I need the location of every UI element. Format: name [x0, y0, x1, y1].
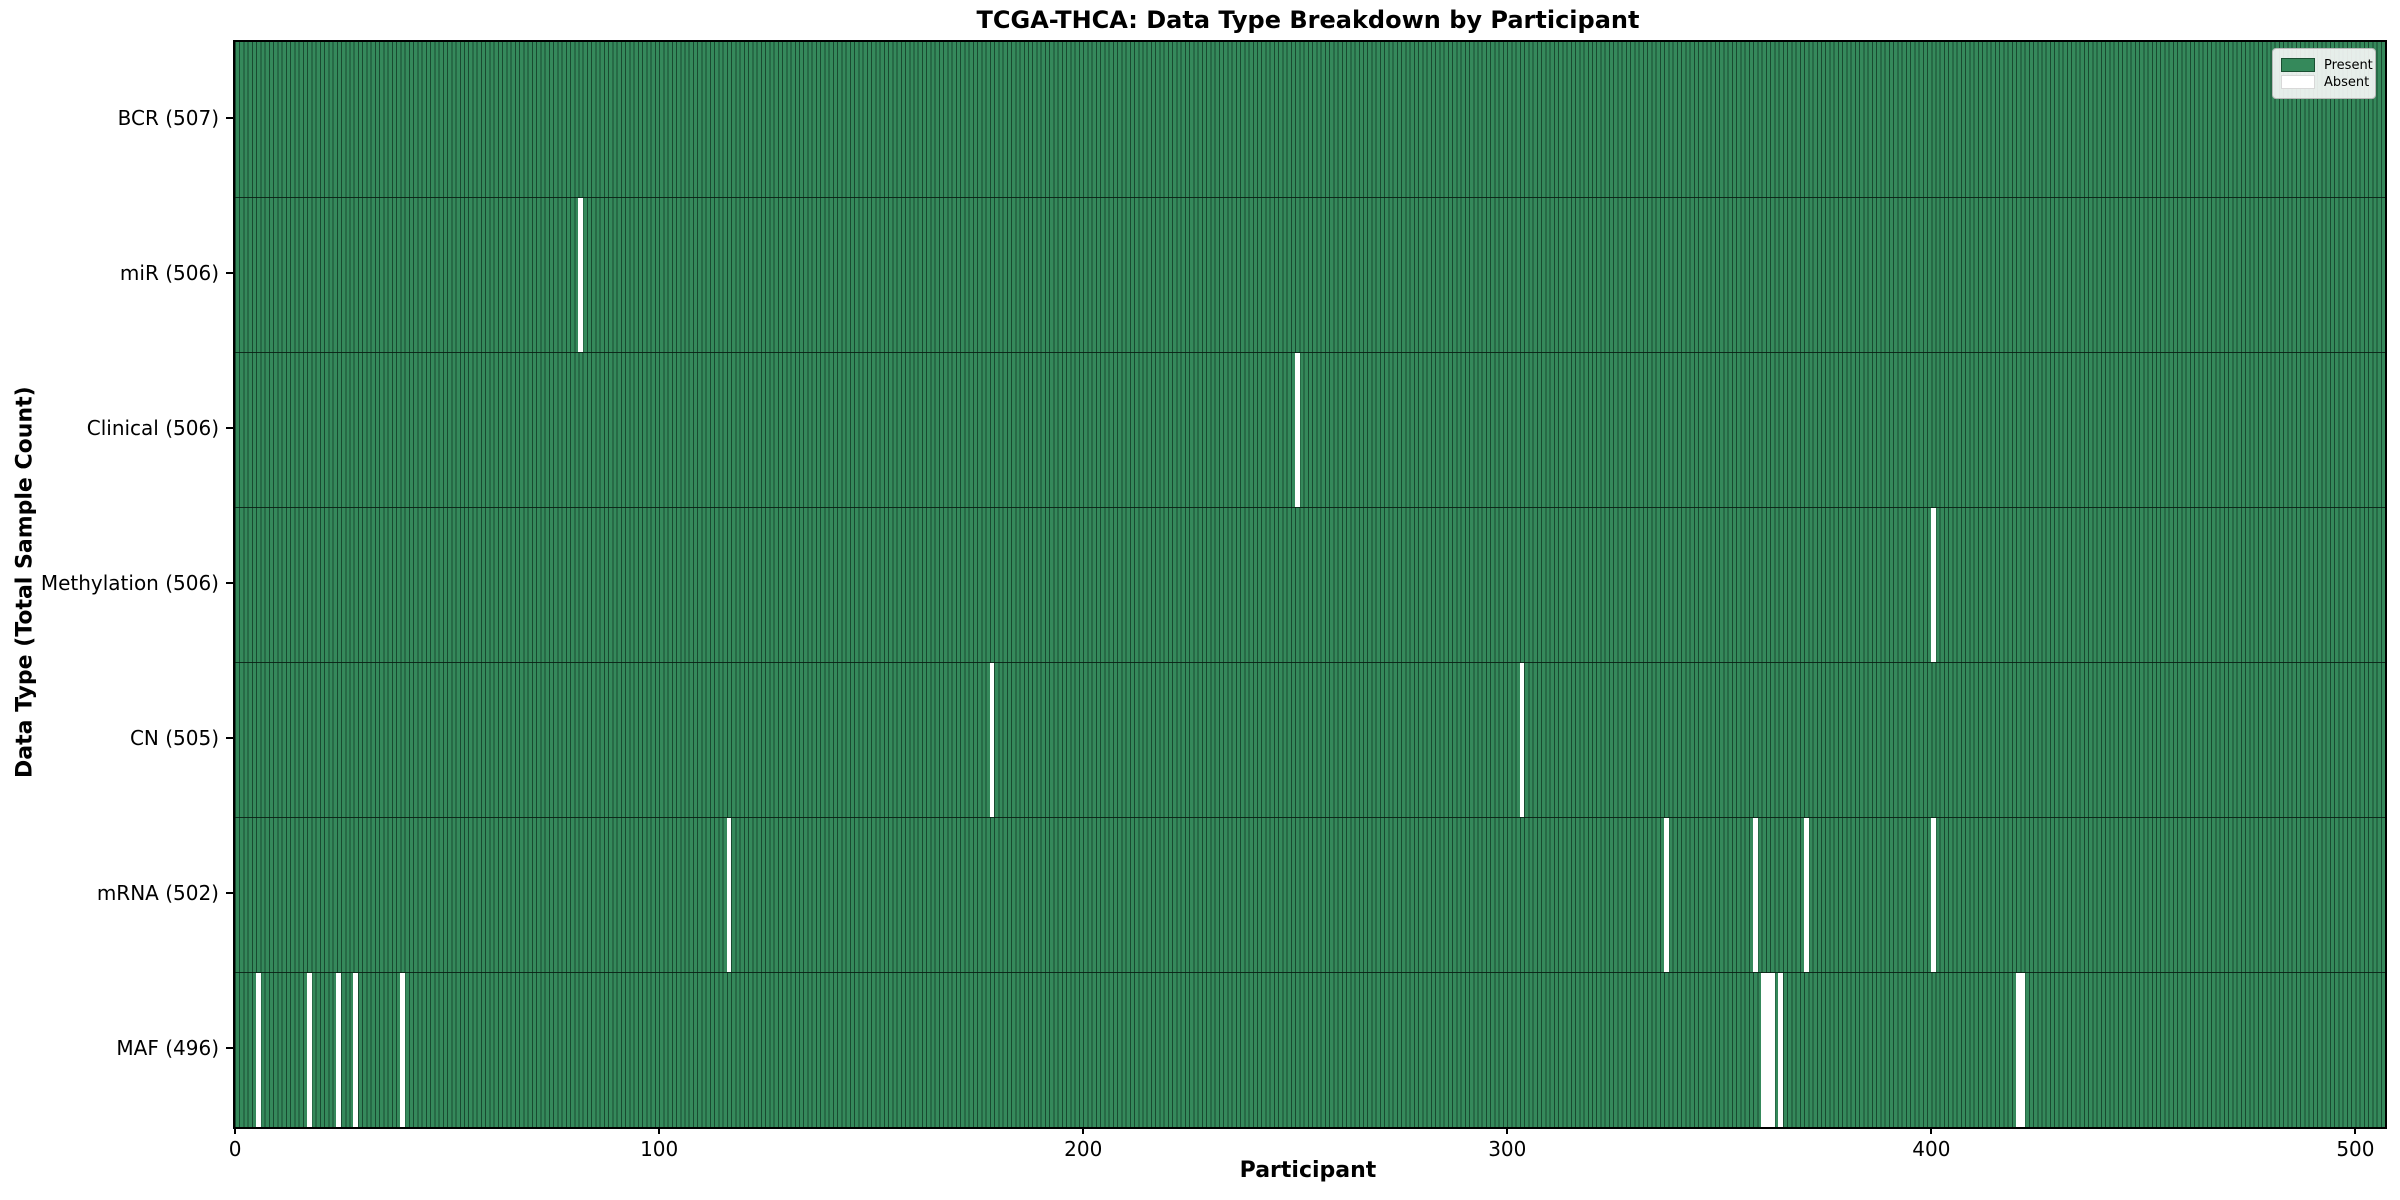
absent-stripe [2020, 973, 2025, 1127]
y-tick-label: BCR (507) [117, 105, 219, 130]
y-tick [226, 116, 233, 119]
x-tick-label: 300 [1488, 1137, 1527, 1161]
absent-stripe [1752, 818, 1758, 972]
row-Methylation [235, 507, 2385, 662]
x-tick [1506, 1127, 1509, 1134]
absent-stripe [1803, 818, 1809, 972]
x-axis-label: Participant [1239, 1158, 1377, 1183]
legend-entry-present: Present [2281, 58, 2373, 72]
x-tick-label: 100 [640, 1137, 679, 1161]
x-tick-label: 0 [228, 1137, 242, 1161]
row-MAF [235, 972, 2385, 1127]
y-tick-label: Methylation (506) [40, 570, 219, 595]
y-tick-label: miR (506) [119, 260, 219, 285]
absent-swatch-icon [2281, 75, 2315, 89]
absent-stripe [353, 973, 359, 1127]
x-tick [1082, 1127, 1085, 1134]
absent-stripe [2015, 973, 2021, 1127]
y-tick-label: MAF (496) [116, 1035, 219, 1060]
x-tick-label: 400 [1912, 1137, 1951, 1161]
y-tick-label: CN (505) [129, 725, 219, 750]
x-tick-label: 500 [2336, 1137, 2375, 1161]
legend-label-absent: Absent [2324, 74, 2370, 90]
y-tick [226, 426, 233, 429]
legend: Present Absent [2272, 48, 2376, 99]
row-CN [235, 662, 2385, 817]
absent-stripe [255, 973, 261, 1127]
y-tick [226, 736, 233, 739]
x-tick-label: 200 [1064, 1137, 1103, 1161]
absent-stripe [1930, 818, 1936, 972]
y-tick-label: mRNA (502) [96, 880, 219, 905]
legend-entry-absent: Absent [2281, 74, 2370, 90]
absent-stripe [1519, 663, 1525, 817]
absent-stripe [1294, 353, 1300, 507]
row-miR [235, 197, 2385, 352]
present-swatch-icon [2281, 58, 2315, 72]
absent-stripe [336, 973, 342, 1127]
plot-area: Present Absent [233, 40, 2387, 1129]
y-tick [226, 891, 233, 894]
y-tick [226, 271, 233, 274]
x-tick [234, 1127, 237, 1134]
legend-label-present: Present [2324, 57, 2373, 73]
absent-stripe [1769, 973, 1775, 1127]
absent-stripe [306, 973, 312, 1127]
absent-stripe [726, 818, 732, 972]
absent-stripe [578, 198, 584, 352]
row-BCR [235, 42, 2385, 197]
x-tick [658, 1127, 661, 1134]
absent-stripe [1778, 973, 1784, 1127]
absent-stripe [1930, 508, 1936, 662]
chart-title: TCGA-THCA: Data Type Breakdown by Partic… [976, 6, 1640, 34]
row-mRNA [235, 817, 2385, 972]
absent-stripe [989, 663, 995, 817]
x-tick [2354, 1127, 2357, 1134]
absent-stripe [1765, 973, 1771, 1127]
x-tick [1930, 1127, 1933, 1134]
absent-stripe [1761, 973, 1767, 1127]
absent-stripe [400, 973, 405, 1127]
row-Clinical [235, 352, 2385, 507]
y-tick [226, 581, 233, 584]
absent-stripe [1663, 818, 1669, 972]
y-tick [226, 1046, 233, 1049]
y-tick-label: Clinical (506) [86, 415, 219, 440]
